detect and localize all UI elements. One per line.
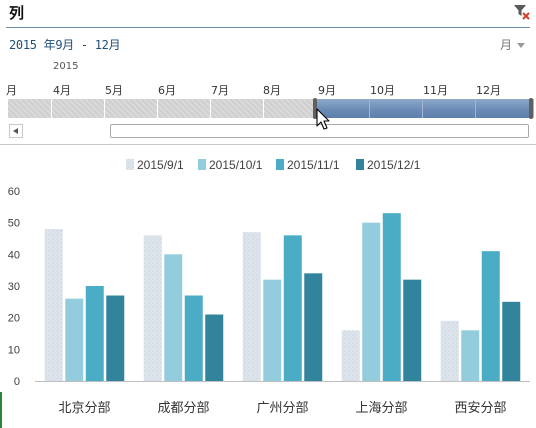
bar <box>304 273 323 381</box>
month-label: 4月 <box>53 84 71 97</box>
mouse-pointer-icon <box>316 108 330 130</box>
bar <box>184 295 203 381</box>
bar <box>205 314 224 381</box>
bar <box>403 279 422 381</box>
timeline-cell-selected[interactable] <box>476 99 534 118</box>
bar <box>263 279 282 381</box>
bar-series <box>44 213 521 381</box>
y-axis: 0 10 20 30 40 50 60 <box>8 186 20 388</box>
x-tick-label: 广州分部 <box>256 401 308 416</box>
bar <box>44 229 63 381</box>
y-tick-label: 50 <box>8 218 20 230</box>
bar <box>481 251 500 381</box>
legend-label: 2015/10/1 <box>209 158 263 172</box>
x-tick-label: 北京分部 <box>58 401 110 416</box>
bar <box>502 301 521 381</box>
month-label: 11月 <box>423 84 448 97</box>
y-tick-label: 20 <box>8 313 20 325</box>
bar <box>440 320 459 381</box>
legend-swatch <box>356 159 364 170</box>
year-label: 2015 <box>53 61 79 72</box>
legend-swatch <box>198 159 206 170</box>
arrow-left-icon[interactable] <box>9 124 23 138</box>
timeline-cell[interactable] <box>105 99 158 118</box>
timeline-cell-selected[interactable] <box>370 99 423 118</box>
month-label: 7月 <box>211 84 229 97</box>
y-tick-label: 40 <box>8 249 20 261</box>
timeline-cell[interactable] <box>8 99 52 118</box>
month-label: 5月 <box>105 84 123 97</box>
slicer-title: 列 <box>9 4 25 22</box>
bar <box>283 235 302 381</box>
timeline-cell[interactable] <box>264 99 317 118</box>
bar <box>382 213 401 381</box>
bar <box>341 330 360 381</box>
month-label: 8月 <box>263 84 281 97</box>
month-label: 10月 <box>370 84 395 97</box>
selection-start-handle[interactable] <box>313 98 317 119</box>
legend-label: 2015/11/1 <box>287 158 340 172</box>
clustered-column-chart: 2015/9/1 2015/10/1 2015/11/1 2015/12/1 0 10 2… <box>0 146 536 428</box>
legend-label: 2015/12/1 <box>367 158 421 172</box>
y-tick-label: 10 <box>8 344 20 356</box>
legend-swatch <box>126 159 134 170</box>
bar <box>143 235 162 381</box>
timeline-cell[interactable] <box>158 99 211 118</box>
sheet-edge-marker <box>0 392 2 428</box>
bar <box>85 286 104 381</box>
bar <box>106 295 125 381</box>
y-tick-label: 30 <box>8 281 20 293</box>
bar <box>164 254 183 381</box>
month-label: 9月 <box>318 84 336 97</box>
month-label: 6月 <box>158 84 176 97</box>
y-tick-label: 0 <box>14 376 20 388</box>
slicer-border <box>0 144 536 145</box>
timeline-bar[interactable] <box>8 98 534 119</box>
chart-canvas: 2015/9/1 2015/10/1 2015/11/1 2015/12/1 0 10 2… <box>8 158 530 416</box>
legend-swatch <box>276 159 284 170</box>
x-axis: 北京分部 成都分部 广州分部 上海分部 西安分部 <box>35 381 530 416</box>
legend-label: 2015/9/1 <box>137 158 184 172</box>
bar <box>242 232 261 381</box>
timeline-scrollbar[interactable] <box>110 124 529 138</box>
funnel-clear-icon[interactable] <box>512 3 532 21</box>
timeline-cell-selected[interactable] <box>317 99 370 118</box>
title-divider <box>6 27 530 28</box>
timeline-cell[interactable] <box>211 99 264 118</box>
x-tick-label: 成都分部 <box>157 401 209 416</box>
x-tick-label: 上海分部 <box>355 401 407 416</box>
bar <box>461 330 480 381</box>
month-label: 月 <box>6 84 17 97</box>
time-level-dropdown[interactable]: 月 <box>500 36 526 53</box>
bar <box>65 298 84 381</box>
selection-end-handle[interactable] <box>529 98 533 119</box>
timeline-slicer: 列 2015 年9月 - 12月 月 2015 月 4月 5月 6月 7月 8月… <box>0 0 536 146</box>
chevron-down-icon <box>517 43 526 48</box>
time-level-value: 月 <box>500 38 513 52</box>
bar <box>362 222 381 381</box>
month-label: 12月 <box>476 84 501 97</box>
selected-range-label: 2015 年9月 - 12月 <box>9 38 121 52</box>
x-tick-label: 西安分部 <box>454 401 506 416</box>
timeline-cell-selected[interactable] <box>423 99 476 118</box>
chart-legend: 2015/9/1 2015/10/1 2015/11/1 2015/12/1 <box>126 158 421 172</box>
y-tick-label: 60 <box>8 186 20 198</box>
timeline-cell[interactable] <box>52 99 105 118</box>
